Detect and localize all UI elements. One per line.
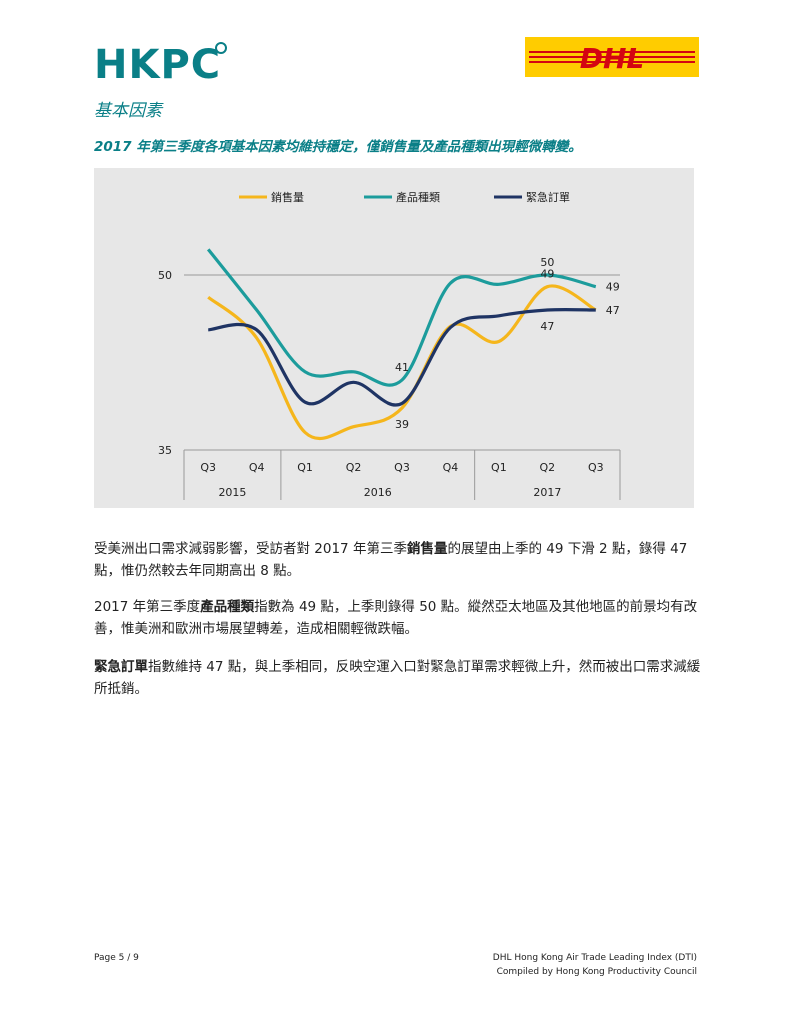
data-label: 49 [540, 268, 554, 281]
data-label: 47 [540, 320, 554, 333]
data-label: 49 [606, 281, 620, 294]
section-subtitle: 2017 年第三季度各項基本因素均維持穩定，僅銷售量及產品種類出現輕微轉變。 [94, 139, 582, 155]
x-tick-label: Q3 [394, 461, 410, 474]
line-chart: 35 50 2015 2016 2017 Q3 Q4 Q1 Q2 Q3 Q4 Q1 Q2 Q3 銷售量 產品種… [158, 190, 621, 500]
footer-credits: DHL Hong Kong Air Trade Leading Index (D… [493, 951, 697, 979]
data-label: 50 [540, 256, 554, 269]
paragraph-urgent-orders: 緊急訂單指數維持 47 點，與上季相同，反映空運入口對緊急訂單需求輕微上升，然而… [94, 659, 701, 697]
x-tick-label: Q2 [346, 461, 362, 474]
hkpc-logo-text: HKPC [94, 42, 221, 84]
x-tick-label: Q1 [297, 461, 313, 474]
series-line-urgent-orders [208, 307, 596, 407]
dhl-logo: DHL [525, 37, 699, 77]
hkpc-logo: HKPC [94, 42, 227, 84]
year-label: 2016 [364, 486, 392, 499]
footer-page-number: Page 5 / 9 [94, 953, 139, 963]
year-label: 2017 [533, 486, 561, 499]
data-label: 41 [395, 361, 409, 374]
legend-label-urgent-orders: 緊急訂單 [526, 190, 570, 204]
chart-container: 35 50 2015 2016 2017 Q3 Q4 Q1 Q2 Q3 Q4 Q1 Q2 Q3 銷售量 產品種… [94, 168, 694, 508]
x-tick-label: Q3 [588, 461, 604, 474]
footer-line-2: Compiled by Hong Kong Productivity Counc… [496, 967, 697, 977]
section-title: 基本因素 [94, 101, 162, 121]
x-tick-label: Q4 [443, 461, 459, 474]
x-tick-label: Q1 [491, 461, 507, 474]
x-tick-label: Q4 [249, 461, 265, 474]
legend-label-sales-volume: 銷售量 [271, 190, 304, 204]
footer-line-1: DHL Hong Kong Air Trade Leading Index (D… [492, 953, 697, 963]
data-label: 47 [606, 304, 620, 317]
data-label: 39 [395, 418, 409, 431]
y-tick-label: 50 [158, 269, 172, 282]
paragraph-sales: 受美洲出口需求減弱影響，受訪者對 2017 年第三季銷售量的展望由上季的 49 … [94, 541, 688, 579]
x-tick-label: Q2 [539, 461, 555, 474]
series-line-product-variety [206, 248, 597, 387]
series-line-sales-volume [207, 284, 597, 440]
year-label: 2015 [218, 486, 246, 499]
paragraph-product-variety: 2017 年第三季度產品種類指數為 49 點，上季則錄得 50 點。縱然亞太地區… [94, 599, 698, 637]
legend-label-product-variety: 產品種類 [396, 190, 440, 204]
x-tick-label: Q3 [200, 461, 216, 474]
y-tick-label: 35 [158, 444, 172, 457]
dhl-logo-text: DHL [580, 42, 645, 75]
